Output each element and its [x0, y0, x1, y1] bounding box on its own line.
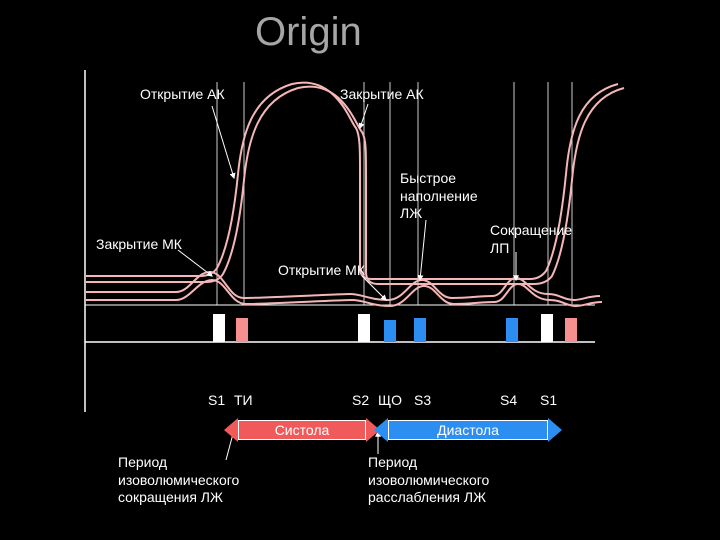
phase-systole: Систола — [238, 420, 366, 440]
phase-systole-label: Систола — [275, 422, 330, 438]
phase-diastole-label: Диастола — [437, 422, 499, 438]
annotation-open_mv: Открытие МК — [278, 262, 365, 280]
axis-label-ti: ТИ — [234, 392, 253, 408]
axis-label-s1b: S1 — [540, 392, 557, 408]
axis-label-s2: S2 — [352, 392, 369, 408]
diagram-root: { "title": {"text":"Origin","x":255,"y":… — [0, 0, 720, 540]
annotation-rapid_fill: Быстрое наполнение ЛЖ — [400, 170, 478, 223]
axis-label-s4: S4 — [500, 392, 517, 408]
phase-diastole: Диастола — [388, 420, 548, 440]
annotation-open_av: Открытие АК — [140, 86, 225, 104]
annotation-close_av: Закрытие АК — [340, 86, 424, 104]
axis-label-s3: S3 — [414, 392, 431, 408]
annotation-la_contr: Сокращение ЛП — [490, 222, 572, 257]
annotation-close_mv: Закрытие МК — [96, 236, 182, 254]
axis-label-s1: S1 — [208, 392, 225, 408]
footnote-iso_relax: Период изоволюмического расслабления ЛЖ — [368, 454, 489, 507]
footnote-iso_contr: Период изоволюмического сокращения ЛЖ — [118, 454, 239, 507]
axis-label-sho: ЩО — [378, 392, 402, 408]
